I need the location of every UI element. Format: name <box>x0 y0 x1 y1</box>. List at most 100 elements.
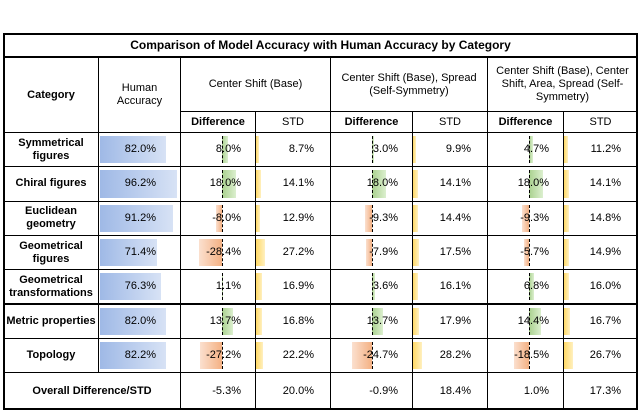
cell-text: 13.7% <box>209 314 241 327</box>
cell-text: -27.2% <box>206 348 241 361</box>
cell-text: 4.7% <box>523 143 549 156</box>
difference-bar <box>529 273 535 301</box>
std-bar <box>413 204 418 232</box>
axis-line <box>372 273 373 301</box>
axis-line <box>529 204 530 232</box>
cell-text: -0.9% <box>369 384 398 397</box>
cell-text: 9.9% <box>445 143 471 156</box>
difference-bar <box>524 238 529 267</box>
axis-line <box>222 273 223 301</box>
cell-text: 18.4% <box>439 384 471 397</box>
axis-line <box>372 170 373 198</box>
cell-text: 1.1% <box>215 280 241 293</box>
axis-line <box>529 341 530 370</box>
difference-bar <box>364 204 372 232</box>
std-bar <box>564 204 569 232</box>
difference-bar <box>222 307 233 335</box>
difference-bar <box>529 136 533 164</box>
axis-line <box>222 204 223 232</box>
std-bar <box>564 170 569 198</box>
cell-text: 14.1% <box>282 177 314 190</box>
cell-text: 17.5% <box>439 246 471 259</box>
difference-bar <box>222 170 237 198</box>
cell-text: -9.3% <box>520 211 549 224</box>
human-bar <box>100 204 173 232</box>
cell-text: -9.3% <box>369 211 398 224</box>
std-bar <box>564 273 570 301</box>
axis-line <box>372 307 373 335</box>
human-bar <box>100 238 158 267</box>
cell-text: 14.8% <box>589 211 621 224</box>
std-bar <box>256 307 262 335</box>
std-bar <box>564 238 569 267</box>
cell-text: 91.2% <box>124 211 156 224</box>
human-bar <box>100 136 166 164</box>
difference-bar <box>199 238 222 267</box>
cell-text: 27.2% <box>282 246 314 259</box>
difference-bar <box>529 170 544 198</box>
axis-line <box>529 307 530 335</box>
cell-text: 20.0% <box>282 384 314 397</box>
std-bar <box>413 273 419 301</box>
cell-text: 13.7% <box>366 314 398 327</box>
std-bar <box>413 307 419 335</box>
axis-line <box>222 307 223 335</box>
cell-text: -7.9% <box>369 246 398 259</box>
axis-line <box>529 273 530 301</box>
difference-bar <box>352 341 372 370</box>
cell-text: 8.7% <box>288 143 314 156</box>
cell-text: 1.0% <box>523 384 549 397</box>
cell-text: 22.2% <box>282 348 314 361</box>
axis-line <box>222 341 223 370</box>
difference-bar <box>529 307 541 335</box>
cell-text: -24.7% <box>363 348 398 361</box>
cell-text: 16.0% <box>589 280 621 293</box>
cell-text: 14.4% <box>439 211 471 224</box>
cell-text: 16.8% <box>282 314 314 327</box>
outer-border <box>3 33 638 410</box>
axis-line <box>372 204 373 232</box>
cell-text: 16.9% <box>282 280 314 293</box>
difference-bar <box>521 204 529 232</box>
cell-text: 96.2% <box>124 177 156 190</box>
cell-text: 8.0% <box>215 143 241 156</box>
cell-text: -18.5% <box>514 348 549 361</box>
cell-text: 12.9% <box>282 211 314 224</box>
difference-bar <box>372 136 375 164</box>
std-bar <box>413 341 423 370</box>
cell-text: 18.0% <box>517 177 549 190</box>
human-bar <box>100 307 166 335</box>
axis-line <box>529 136 530 164</box>
cell-text: 16.1% <box>439 280 471 293</box>
std-bar <box>256 136 259 164</box>
cell-text: -28.4% <box>206 246 241 259</box>
std-bar <box>256 170 261 198</box>
axis-line <box>372 341 373 370</box>
difference-bar <box>372 170 387 198</box>
std-bar <box>564 341 573 370</box>
cell-text: 16.7% <box>589 314 621 327</box>
std-bar <box>413 238 419 267</box>
axis-line <box>529 238 530 267</box>
cell-text: 18.0% <box>366 177 398 190</box>
cell-text: 17.3% <box>589 384 621 397</box>
std-bar <box>256 204 261 232</box>
difference-bar <box>372 307 383 335</box>
axis-line <box>222 136 223 164</box>
difference-bar <box>514 341 529 370</box>
std-bar <box>413 170 418 198</box>
axis-line <box>529 170 530 198</box>
cell-text: 71.4% <box>124 246 156 259</box>
cell-text: 3.6% <box>372 280 398 293</box>
axis-line <box>372 136 373 164</box>
difference-bar <box>372 273 375 301</box>
cell-text: 26.7% <box>589 348 621 361</box>
axis-line <box>372 238 373 267</box>
human-bar <box>100 170 177 198</box>
std-bar <box>256 273 262 301</box>
difference-bar <box>215 204 222 232</box>
difference-bar <box>222 136 229 164</box>
human-bar <box>100 341 166 370</box>
cell-text: 11.2% <box>590 143 621 156</box>
